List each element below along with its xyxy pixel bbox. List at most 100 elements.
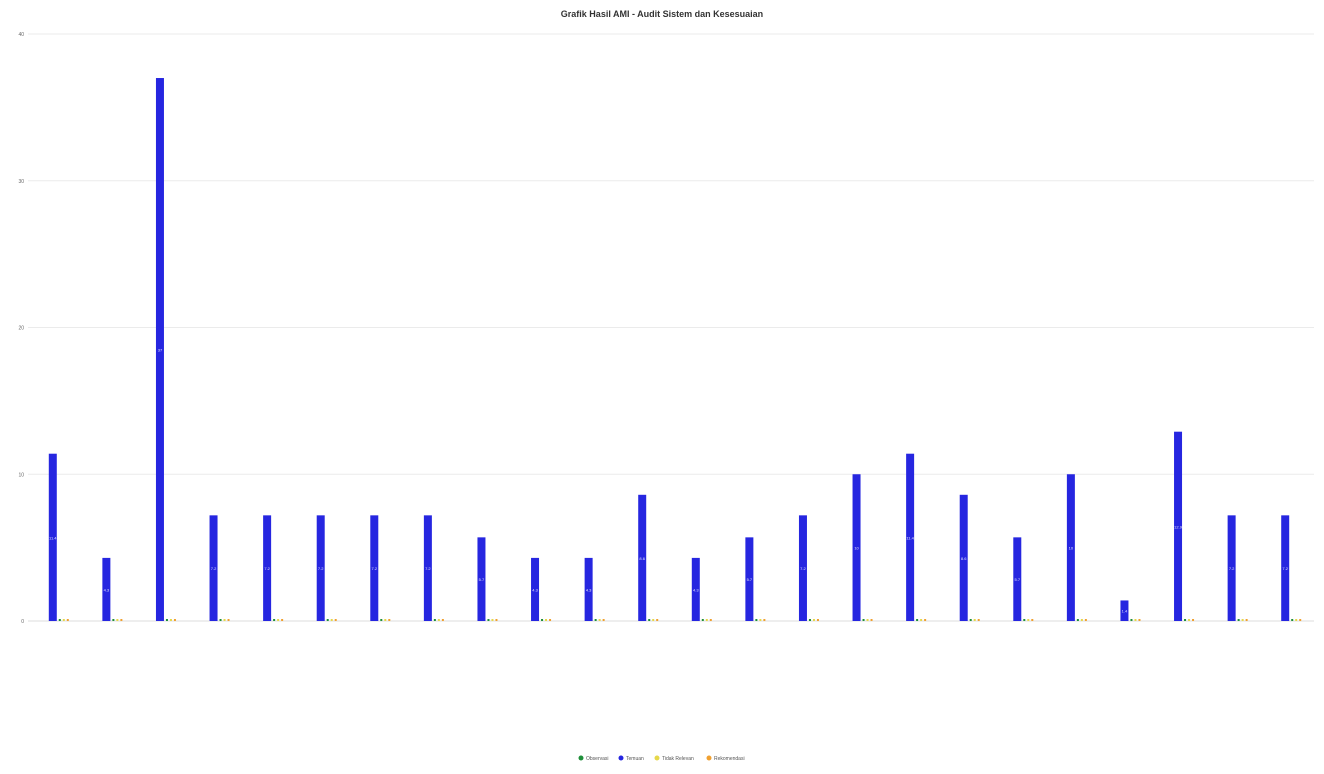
data-label: 4.3 xyxy=(104,587,110,592)
bar-rekomendasi xyxy=(816,619,819,621)
bar-tidak-relevan xyxy=(384,619,387,621)
data-label: 8.6 xyxy=(639,556,645,561)
bar-temuan xyxy=(1120,600,1129,621)
bar-observasi xyxy=(969,619,972,621)
data-label: 7.2 xyxy=(211,566,217,571)
data-label: 7.2 xyxy=(372,566,378,571)
bar-temuan xyxy=(798,515,807,621)
bar-observasi xyxy=(755,619,758,621)
bar-tidak-relevan xyxy=(759,619,762,621)
data-label: 37 xyxy=(158,348,163,353)
bar-observasi xyxy=(1291,619,1294,621)
bar-observasi xyxy=(112,619,115,621)
bar-observasi xyxy=(380,619,383,621)
data-label: 7.2 xyxy=(264,566,270,571)
legend-label: Rekomendasi xyxy=(714,756,745,762)
bar-rekomendasi xyxy=(173,619,176,621)
bar-rekomendasi xyxy=(1299,619,1302,621)
data-label: 1.4 xyxy=(1122,609,1128,614)
bar-rekomendasi xyxy=(924,619,927,621)
bar-rekomendasi xyxy=(441,619,444,621)
bar-temuan xyxy=(1281,515,1290,621)
bar-tidak-relevan xyxy=(866,619,869,621)
bar-rekomendasi xyxy=(227,619,230,621)
legend-item[interactable]: Temuan xyxy=(618,755,645,763)
bar-tidak-relevan xyxy=(545,619,548,621)
legend-item[interactable]: Rekomendasi xyxy=(706,755,745,763)
data-label: 4.3 xyxy=(586,587,592,592)
y-tick-label: 10 xyxy=(18,472,24,478)
legend-marker xyxy=(706,755,712,761)
bar-temuan xyxy=(1174,431,1183,621)
bar-rekomendasi xyxy=(66,619,69,621)
bar-temuan xyxy=(852,474,861,621)
data-label: 4.3 xyxy=(532,587,538,592)
data-label: 11.4 xyxy=(49,535,57,540)
bar-observasi xyxy=(808,619,811,621)
bar-observasi xyxy=(219,619,222,621)
bar-rekomendasi xyxy=(120,619,123,621)
legend-label: Temuan xyxy=(626,756,644,762)
bar-observasi xyxy=(1184,619,1187,621)
bar-rekomendasi xyxy=(602,619,605,621)
y-tick-label: 20 xyxy=(18,326,24,332)
bar-tidak-relevan xyxy=(1027,619,1030,621)
bar-tidak-relevan xyxy=(1080,619,1083,621)
bar-observasi xyxy=(916,619,919,621)
bar-temuan xyxy=(370,515,379,621)
bar-rekomendasi xyxy=(977,619,980,621)
legend-item[interactable]: Observasi xyxy=(578,755,609,763)
bar-observasi xyxy=(273,619,276,621)
bar-observasi xyxy=(594,619,597,621)
bar-tidak-relevan xyxy=(1188,619,1191,621)
bar-observasi xyxy=(648,619,651,621)
bar-temuan xyxy=(1227,515,1236,621)
legend-marker xyxy=(654,755,660,761)
legend-marker xyxy=(618,755,624,761)
data-label: 10 xyxy=(1069,546,1074,551)
bar-rekomendasi xyxy=(281,619,284,621)
bar-observasi xyxy=(165,619,168,621)
legend-label: Tidak Relevan xyxy=(662,756,694,762)
bar-tidak-relevan xyxy=(437,619,440,621)
bar-temuan xyxy=(423,515,432,621)
bar-temuan xyxy=(48,453,57,621)
bar-rekomendasi xyxy=(388,619,391,621)
bar-observasi xyxy=(1023,619,1026,621)
bar-observasi xyxy=(326,619,329,621)
bar-tidak-relevan xyxy=(491,619,494,621)
bar-tidak-relevan xyxy=(920,619,923,621)
bar-observasi xyxy=(1076,619,1079,621)
bar-rekomendasi xyxy=(870,619,873,621)
bars: 11.4 4.3 37 7.2 7.2 7.2 7.2 7.2 5.7 4.3 4.3 8.6 4.3 5… xyxy=(48,78,1302,621)
bar-tidak-relevan xyxy=(598,619,601,621)
bar-tidak-relevan xyxy=(973,619,976,621)
bar-observasi xyxy=(58,619,61,621)
chart-title: Grafik Hasil AMI - Audit Sistem dan Kese… xyxy=(561,9,763,19)
bar-tidak-relevan xyxy=(1134,619,1137,621)
bar-tidak-relevan xyxy=(277,619,280,621)
bar-tidak-relevan xyxy=(652,619,655,621)
bar-rekomendasi xyxy=(1031,619,1034,621)
bar-observasi xyxy=(433,619,436,621)
bar-temuan xyxy=(316,515,325,621)
bar-rekomendasi xyxy=(334,619,337,621)
legend[interactable]: Observasi Temuan Tidak Relevan Rekomendasi xyxy=(578,755,745,763)
y-tick-label: 0 xyxy=(21,619,24,625)
bar-rekomendasi xyxy=(1138,619,1141,621)
bar-observasi xyxy=(487,619,490,621)
bar-temuan xyxy=(531,557,540,621)
y-tick-label: 30 xyxy=(18,179,24,185)
legend-item[interactable]: Tidak Relevan xyxy=(654,755,694,763)
bar-temuan xyxy=(959,494,968,621)
bar-observasi xyxy=(541,619,544,621)
bar-temuan xyxy=(477,537,486,621)
data-label: 7.2 xyxy=(425,566,431,571)
bar-temuan xyxy=(638,494,647,621)
bar-tidak-relevan xyxy=(330,619,333,621)
data-label: 11.4 xyxy=(906,535,914,540)
bar-temuan xyxy=(102,557,111,621)
bar-temuan xyxy=(1066,474,1075,621)
